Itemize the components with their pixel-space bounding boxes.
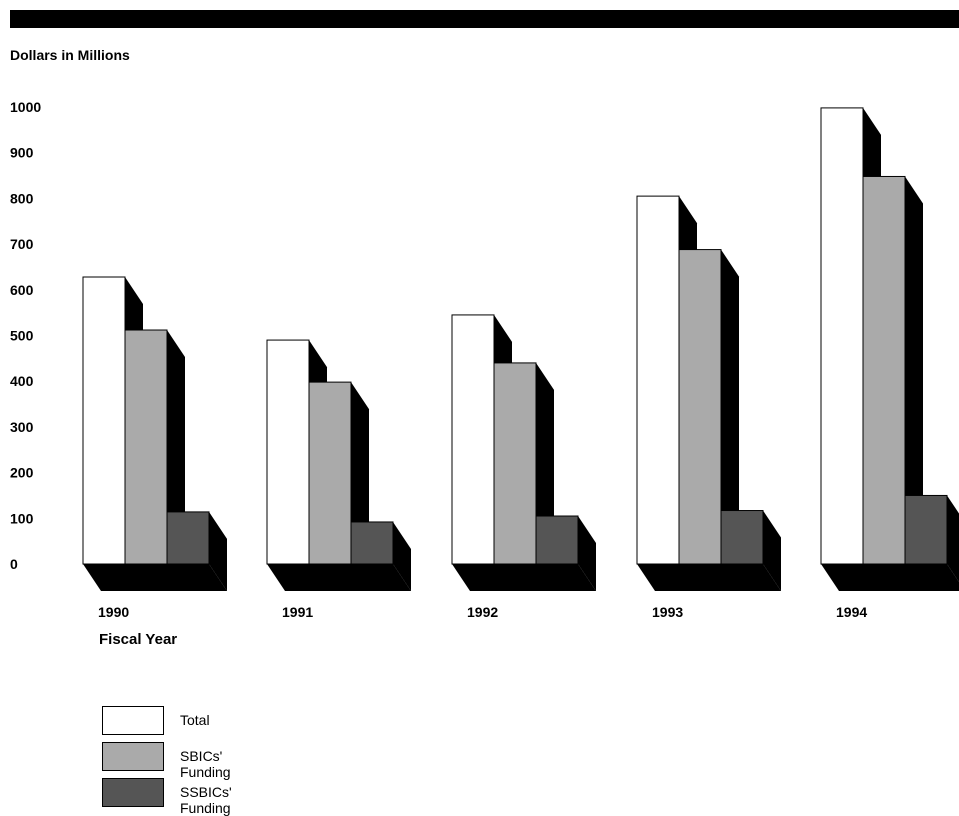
bar [862,175,906,565]
y-tick-label: 500 [10,328,34,344]
y-tick-label: 200 [10,465,34,481]
bar [720,510,764,565]
x-tick-label: 1992 [467,604,498,620]
y-tick-label: 300 [10,419,34,435]
bar [678,249,722,565]
legend-swatch-total [102,706,164,735]
bar [82,276,126,565]
header-rule [10,10,959,28]
bar [636,195,680,565]
bar [166,511,210,565]
bar [535,515,579,565]
base-floor [452,564,596,591]
bar-side [947,495,959,582]
bar-side [763,510,781,591]
bar-side [209,511,227,591]
bar [904,494,948,565]
x-axis-title: Fiscal Year [99,631,178,648]
x-tick-label: 1991 [282,604,313,620]
bar-side [721,249,739,592]
y-tick-label: 0 [10,556,18,572]
y-tick-label: 100 [10,510,34,526]
base-floor [83,564,227,591]
x-tick-label: 1993 [652,604,683,620]
legend-swatch-sbics [102,742,164,771]
bar [350,521,394,565]
y-tick-label: 700 [10,236,34,252]
legend-label-ssbics: SSBICs' Funding [180,784,232,816]
legend-swatch-ssbics [102,778,164,807]
bar [308,381,352,565]
x-tick-label: 1994 [836,604,867,620]
y-tick-label: 400 [10,373,34,389]
bar [124,329,168,565]
x-tick-label: 1990 [98,604,129,620]
y-tick-label: 900 [10,145,34,161]
bar-side [578,516,596,591]
bar-side [393,521,411,591]
y-tick-label: 800 [10,190,34,206]
bar [266,339,310,565]
base-floor [267,564,411,591]
legend-label-sbics: SBICs' Funding [180,748,231,780]
base-floor [821,564,959,591]
base-floor [637,564,781,591]
legend-label-total: Total [180,712,210,728]
bar-side [905,176,923,592]
bar [451,314,495,565]
bar [493,362,537,565]
bar [820,107,864,565]
y-axis-title: Dollars in Millions [10,47,130,63]
y-tick-label: 600 [10,282,34,298]
y-tick-label: 1000 [10,99,41,115]
